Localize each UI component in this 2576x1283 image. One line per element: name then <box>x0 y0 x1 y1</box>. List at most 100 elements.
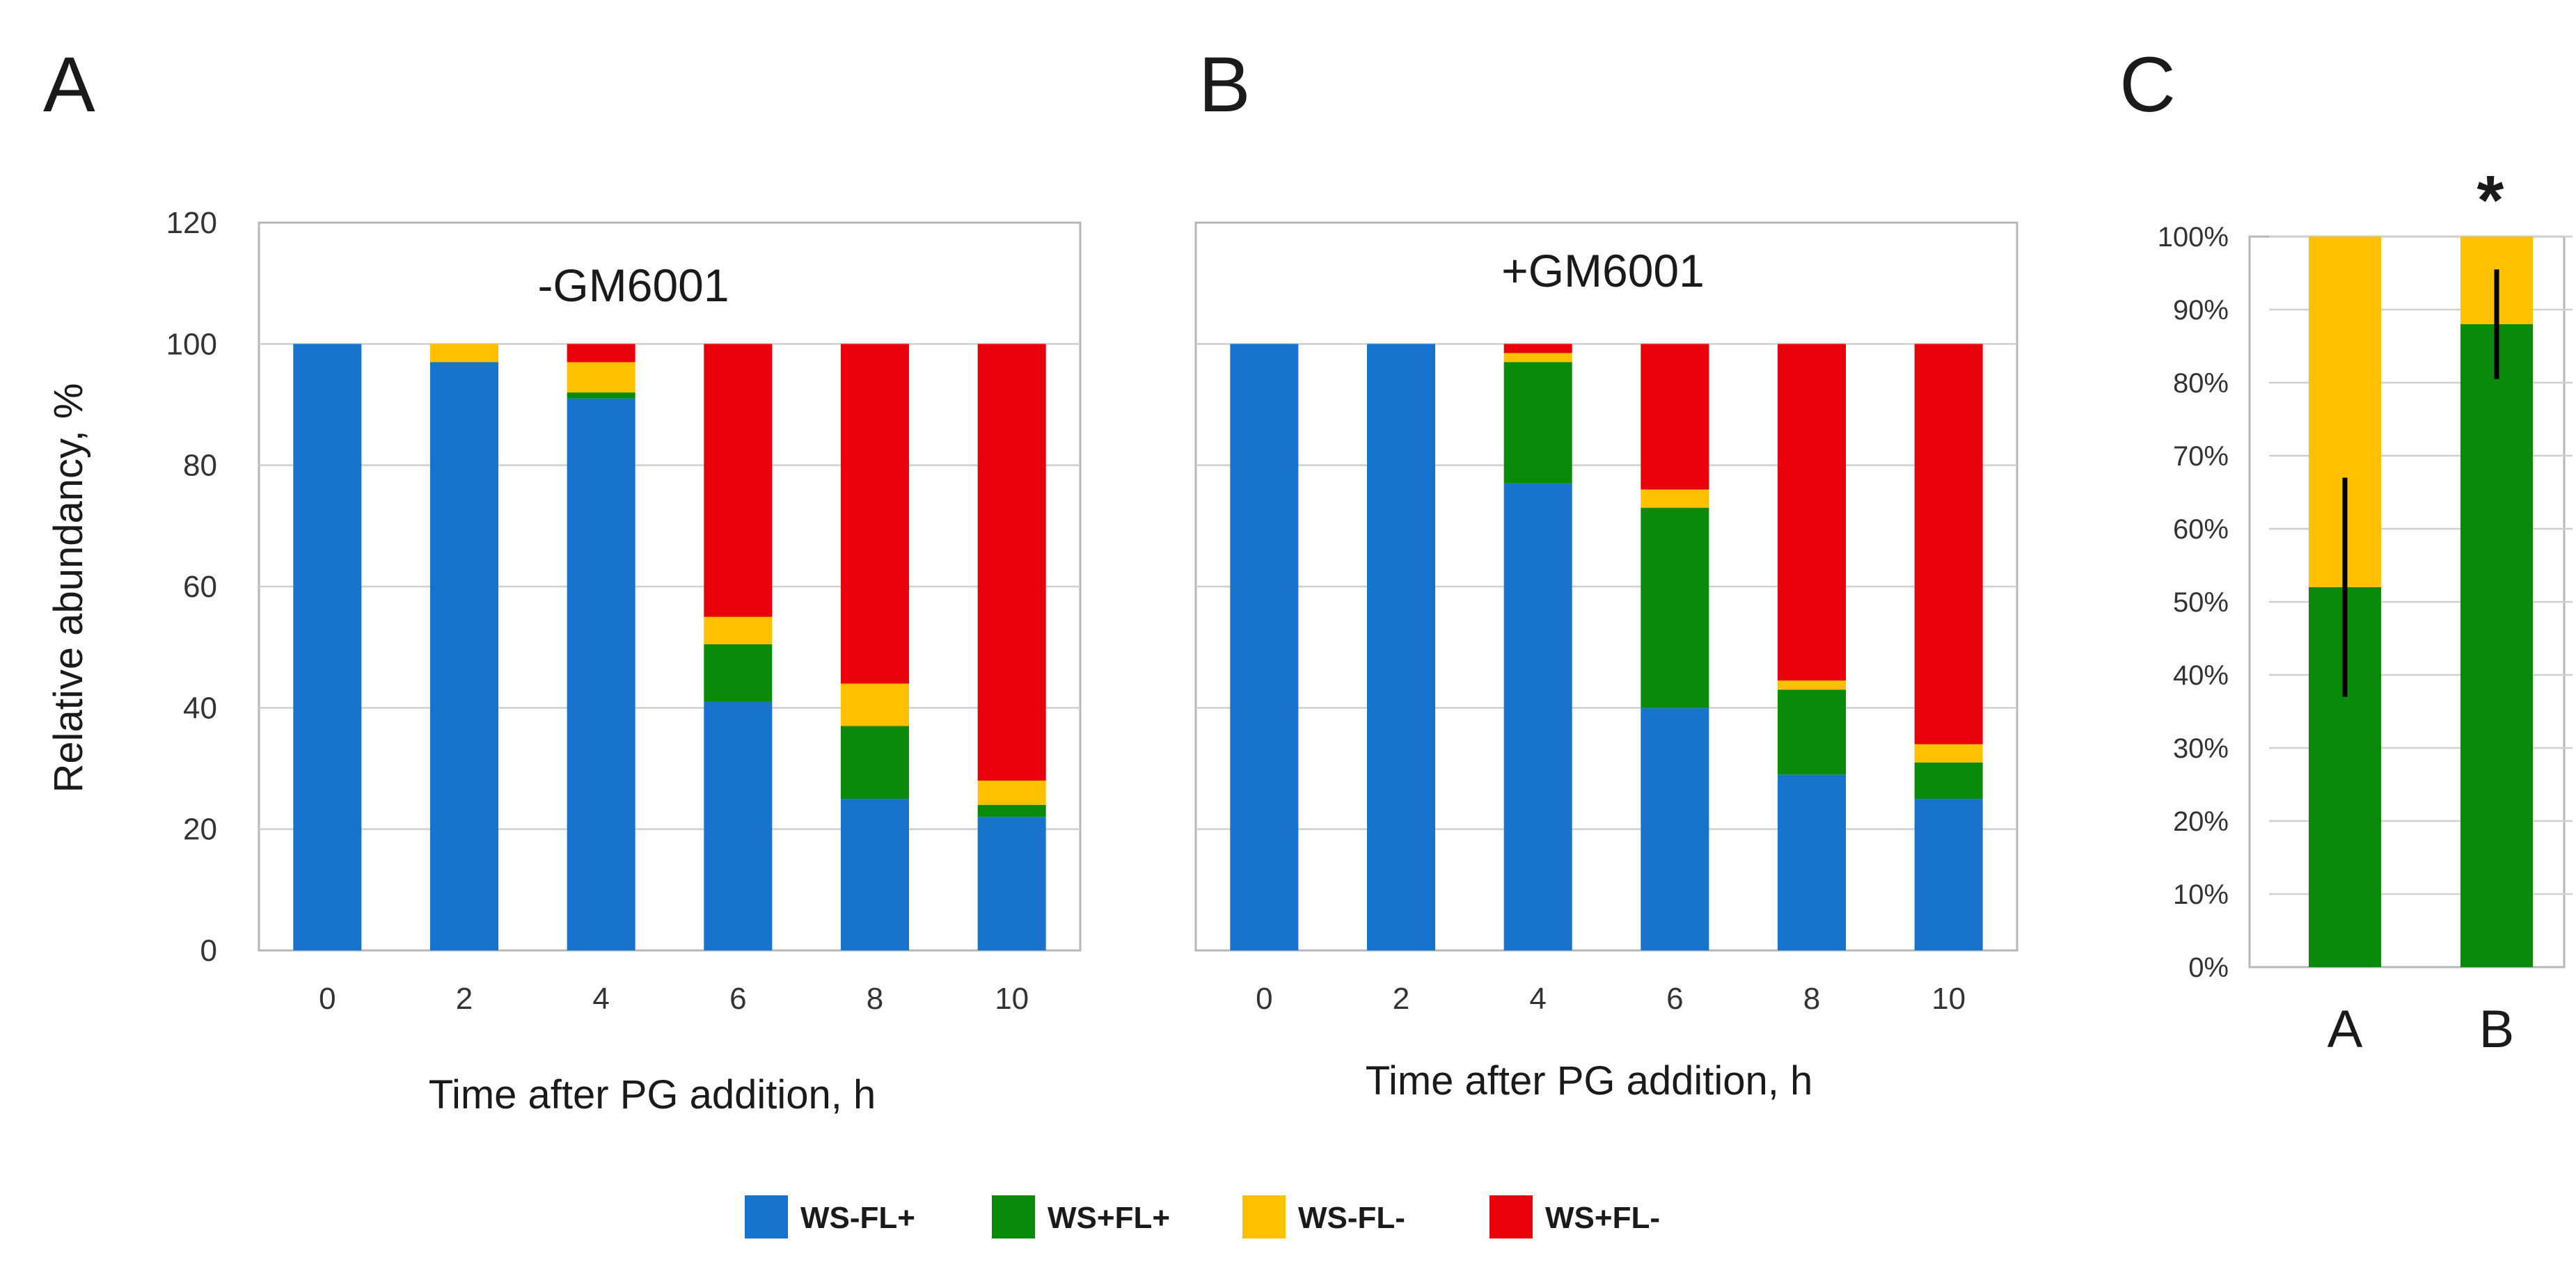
bar-segment-wsminusflminus-6 <box>704 616 773 644</box>
legend-swatch-wsplusflplus <box>992 1195 1035 1238</box>
y-tick-label: 80 <box>183 449 217 483</box>
x-tick-label: 10 <box>995 982 1029 1016</box>
x-tick-label: 0 <box>1256 982 1272 1016</box>
x-tick-label: 8 <box>867 982 883 1016</box>
bar-segment-wsminusflminus-10 <box>1914 744 1983 763</box>
bar-segment-wsplusflminus-4 <box>1503 344 1572 353</box>
bar-segment-wsminusflplus-2 <box>1367 344 1435 950</box>
bar-segment-wsminusflplus-8 <box>841 799 909 950</box>
chart-b-gridlines <box>1196 343 2017 830</box>
y-tick-label: 10% <box>2173 879 2229 910</box>
bar-segment-wsminusflminus-4 <box>567 362 635 393</box>
bar-segment-wsminusflplus-6 <box>1641 708 1709 950</box>
legend-label-wsminusflminus: WS-FL- <box>1298 1201 1405 1235</box>
x-tick-label: 4 <box>592 982 609 1016</box>
legend-label-wsplusflminus: WS+FL- <box>1545 1201 1660 1235</box>
x-tick-label: 2 <box>1393 982 1409 1016</box>
y-tick-label: 20 <box>183 813 217 847</box>
bar-segment-wsplusflplus-6 <box>1641 507 1709 708</box>
chart-c-y-ticks: 0% 10% 20% 30% 40% 50% 60% 70% 80% 90% 100% <box>2158 222 2229 983</box>
legend-swatch-wsplusflminus <box>1490 1195 1533 1238</box>
y-tick-label: 120 <box>166 206 217 240</box>
legend-swatch-wsminusflplus <box>745 1195 788 1238</box>
legend-label-wsminusflplus: WS-FL+ <box>800 1201 915 1235</box>
y-tick-label: 60 <box>183 570 217 604</box>
y-tick-label: 70% <box>2173 441 2229 472</box>
chart-a-gridlines <box>259 343 1080 830</box>
chart-b: 0 2 4 6 8 10 +GM6001 Time after PG addition, … <box>1194 221 2018 1103</box>
legend: WS-FL+ WS+FL+ WS-FL- WS+FL- <box>745 1195 1660 1238</box>
x-tick-label: B <box>2479 1000 2515 1059</box>
y-tick-label: 40 <box>183 691 217 725</box>
bar-segment-wsminusflplus-10 <box>1914 799 1983 950</box>
bar-segment-wsplusflminus-6 <box>1641 344 1709 490</box>
bar-segment-wsplusflminus-8 <box>1778 344 1846 681</box>
panel-letter-a: A <box>43 41 95 128</box>
bar-segment-wsplusflplus-8 <box>1778 690 1846 775</box>
bar-segment-wsplusflplus-10 <box>977 804 1046 818</box>
legend-label-wsplusflplus: WS+FL+ <box>1048 1201 1170 1235</box>
y-tick-label: 0 <box>200 934 217 968</box>
y-tick-label: 100 <box>166 327 217 361</box>
panel-letter-c: C <box>2119 41 2176 128</box>
bar-segment-wsplusflminus-8 <box>841 344 909 684</box>
bar-segment-wsminusflplus-6 <box>704 701 773 950</box>
bar-segment-wsminusflplus-0 <box>1230 344 1299 950</box>
x-tick-label: A <box>2328 1000 2363 1059</box>
bar-segment-wsminusflplus-4 <box>567 398 635 950</box>
bar-segment-wsminusflminus-8 <box>1778 680 1846 690</box>
bar-segment-wsminusflplus-4 <box>1503 483 1572 950</box>
x-tick-label: 4 <box>1529 982 1546 1016</box>
bar-segment-wsplusflminus-6 <box>704 344 773 617</box>
y-tick-label: 30% <box>2173 733 2229 764</box>
bar-segment-wsplusflplus-8 <box>841 726 909 799</box>
chart-b-title: +GM6001 <box>1501 245 1705 296</box>
chart-a-bars <box>293 344 1046 950</box>
y-tick-label: 90% <box>2173 295 2229 326</box>
chart-a: 0 20 40 60 80 100 120 0 2 4 6 8 10 -GM6001 Relative… <box>46 206 1082 1117</box>
bar-segment-wsminusflminus-8 <box>841 683 909 726</box>
bar-segment-wsminusflplus-2 <box>430 362 498 950</box>
chart-a-x-axis-title: Time after PG addition, h <box>429 1072 876 1117</box>
bar-segment-wsplusflplus-B <box>2460 324 2533 967</box>
y-tick-label: 100% <box>2158 222 2229 253</box>
chart-b-bars <box>1230 344 1983 950</box>
y-tick-label: 20% <box>2173 806 2229 837</box>
chart-b-x-ticks: 0 2 4 6 8 10 <box>1256 982 1966 1016</box>
bar-segment-wsplusflplus-4 <box>567 392 635 399</box>
y-tick-label: 0% <box>2188 953 2229 983</box>
y-tick-label: 80% <box>2173 368 2229 399</box>
bar-segment-wsminusflplus-10 <box>977 817 1046 950</box>
bar-segment-wsminusflminus-2 <box>430 344 498 362</box>
y-tick-label: 60% <box>2173 514 2229 545</box>
bar-segment-wsplusflplus-4 <box>1503 362 1572 484</box>
bar-segment-wsminusflminus-4 <box>1503 353 1572 362</box>
bar-segment-wsplusflminus-4 <box>567 344 635 362</box>
bar-segment-wsminusflminus-6 <box>1641 489 1709 508</box>
chart-a-title: -GM6001 <box>537 260 729 311</box>
x-tick-label: 6 <box>729 982 746 1016</box>
bar-segment-wsminusflplus-0 <box>293 344 362 950</box>
bar-segment-wsplusflminus-10 <box>1914 344 1983 744</box>
bar-segment-wsminusflplus-8 <box>1778 774 1846 950</box>
bar-segment-wsplusflplus-6 <box>704 644 773 702</box>
y-tick-label: 40% <box>2173 660 2229 691</box>
bar-segment-wsplusflminus-10 <box>977 344 1046 781</box>
y-tick-label: 50% <box>2173 587 2229 618</box>
x-tick-label: 10 <box>1931 982 1966 1016</box>
chart-a-y-axis-title: Relative abundancy, % <box>46 383 91 793</box>
x-tick-label: 6 <box>1666 982 1683 1016</box>
x-tick-label: 0 <box>319 982 335 1016</box>
chart-c-bars <box>2309 237 2533 967</box>
chart-b-x-axis-title: Time after PG addition, h <box>1366 1058 1813 1103</box>
x-tick-label: 8 <box>1803 982 1820 1016</box>
bar-segment-wsplusflplus-10 <box>1914 762 1983 799</box>
significance-star: * <box>2477 161 2504 239</box>
x-tick-label: 2 <box>456 982 473 1016</box>
chart-a-x-ticks: 0 2 4 6 8 10 <box>319 982 1029 1016</box>
panel-letter-b: B <box>1199 41 1251 128</box>
chart-a-y-ticks: 0 20 40 60 80 100 120 <box>166 206 217 968</box>
